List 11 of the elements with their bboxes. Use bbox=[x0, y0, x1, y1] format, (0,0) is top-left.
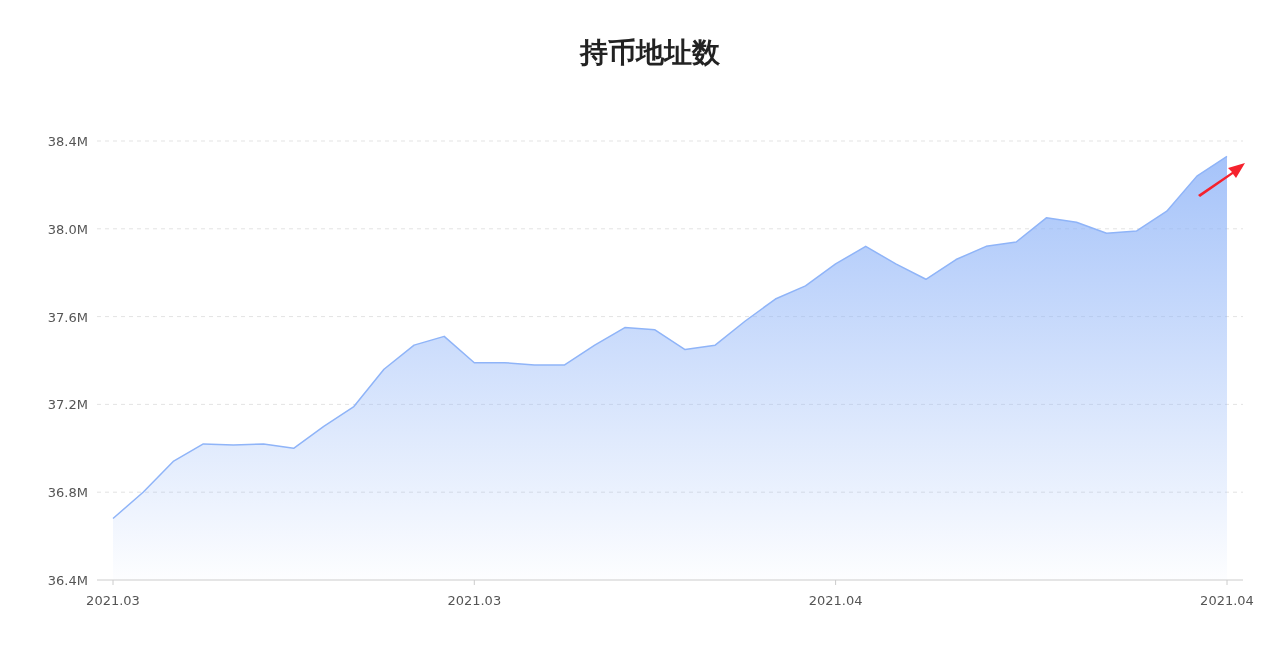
y-tick-label: 36.8M bbox=[47, 485, 88, 501]
chart-title: 持币地址数 bbox=[579, 36, 721, 69]
y-tick-label: 37.6M bbox=[47, 309, 88, 325]
x-tick-label: 2021.03 bbox=[86, 593, 140, 608]
x-tick-label: 2021.03 bbox=[447, 593, 502, 608]
y-tick-label: 38.4M bbox=[47, 134, 88, 149]
x-tick-label: 2021.04 bbox=[1200, 593, 1254, 608]
y-tick-label: 36.4M bbox=[47, 573, 88, 588]
y-tick-label: 37.2M bbox=[47, 397, 88, 413]
y-tick-label: 38.0M bbox=[47, 221, 88, 237]
x-tick-label: 2021.04 bbox=[808, 593, 863, 608]
